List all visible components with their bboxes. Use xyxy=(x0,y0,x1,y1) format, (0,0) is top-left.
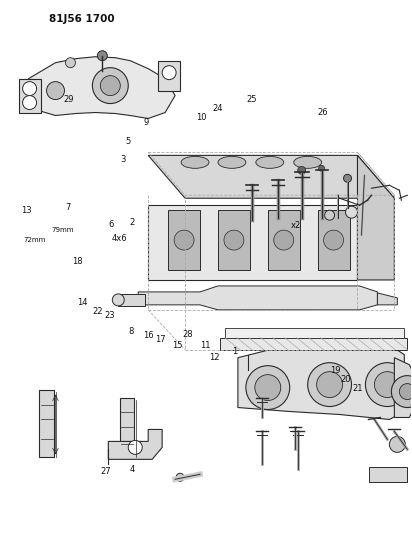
Text: 15: 15 xyxy=(172,341,183,350)
Circle shape xyxy=(325,210,335,220)
Text: 5: 5 xyxy=(125,137,131,146)
Polygon shape xyxy=(394,358,412,417)
Circle shape xyxy=(308,362,351,407)
Circle shape xyxy=(176,473,184,481)
Polygon shape xyxy=(148,156,394,198)
Text: 17: 17 xyxy=(155,335,166,344)
Text: 18: 18 xyxy=(73,257,83,265)
Text: 10: 10 xyxy=(196,114,206,122)
Circle shape xyxy=(92,68,128,103)
Circle shape xyxy=(365,362,409,407)
Bar xyxy=(120,398,134,457)
Text: 28: 28 xyxy=(182,330,193,339)
Circle shape xyxy=(318,165,325,171)
Text: 16: 16 xyxy=(143,331,154,340)
Ellipse shape xyxy=(218,156,246,168)
Text: 20: 20 xyxy=(340,375,351,384)
Text: 24: 24 xyxy=(212,104,223,112)
Text: 22: 22 xyxy=(92,306,103,316)
Circle shape xyxy=(66,58,75,68)
Polygon shape xyxy=(118,294,145,306)
Bar xyxy=(39,390,54,457)
Ellipse shape xyxy=(294,156,322,168)
Ellipse shape xyxy=(256,156,284,168)
Text: 23: 23 xyxy=(104,311,115,320)
Polygon shape xyxy=(220,338,407,350)
Polygon shape xyxy=(19,79,40,112)
Text: 12: 12 xyxy=(209,353,220,362)
Ellipse shape xyxy=(181,156,209,168)
Polygon shape xyxy=(318,210,349,270)
Text: 13: 13 xyxy=(21,206,31,215)
Circle shape xyxy=(101,76,120,95)
Circle shape xyxy=(399,384,412,400)
Text: 19: 19 xyxy=(330,366,341,375)
Circle shape xyxy=(162,66,176,79)
Text: 72mm: 72mm xyxy=(23,237,46,243)
Text: 27: 27 xyxy=(100,466,111,475)
Circle shape xyxy=(298,166,306,174)
Circle shape xyxy=(389,437,405,453)
Polygon shape xyxy=(268,210,300,270)
Circle shape xyxy=(323,230,344,250)
Polygon shape xyxy=(108,430,162,459)
Text: 81J56 1700: 81J56 1700 xyxy=(49,14,114,24)
Text: 1: 1 xyxy=(232,347,237,356)
Circle shape xyxy=(246,366,290,409)
Circle shape xyxy=(224,230,244,250)
Polygon shape xyxy=(148,205,358,280)
Bar xyxy=(370,467,407,482)
Circle shape xyxy=(375,372,400,398)
Polygon shape xyxy=(377,293,397,305)
Circle shape xyxy=(112,294,124,306)
Circle shape xyxy=(274,230,294,250)
Circle shape xyxy=(97,51,108,61)
Text: 3: 3 xyxy=(120,155,126,164)
Polygon shape xyxy=(238,340,404,419)
Text: 79mm: 79mm xyxy=(52,228,74,233)
Circle shape xyxy=(47,82,65,100)
Text: x2: x2 xyxy=(291,221,302,230)
Text: 4x6: 4x6 xyxy=(111,235,127,244)
Polygon shape xyxy=(158,61,180,91)
Circle shape xyxy=(391,376,412,408)
Text: 4: 4 xyxy=(129,465,135,474)
Polygon shape xyxy=(138,286,377,310)
Circle shape xyxy=(23,82,37,95)
Text: 11: 11 xyxy=(200,341,211,350)
Circle shape xyxy=(344,174,351,182)
Text: 21: 21 xyxy=(353,384,363,393)
Text: 9: 9 xyxy=(144,117,149,126)
Circle shape xyxy=(317,372,342,398)
Circle shape xyxy=(255,375,281,400)
Polygon shape xyxy=(168,210,200,270)
Polygon shape xyxy=(28,56,175,118)
Text: 29: 29 xyxy=(63,95,74,104)
Text: 6: 6 xyxy=(108,220,113,229)
Circle shape xyxy=(23,95,37,109)
Polygon shape xyxy=(218,210,250,270)
Text: 25: 25 xyxy=(247,95,257,104)
Text: 26: 26 xyxy=(318,108,328,117)
Text: 2: 2 xyxy=(129,219,135,228)
Polygon shape xyxy=(358,156,394,280)
Polygon shape xyxy=(225,328,404,338)
Circle shape xyxy=(174,230,194,250)
Text: 7: 7 xyxy=(66,203,71,212)
Circle shape xyxy=(346,206,358,218)
Circle shape xyxy=(128,440,142,454)
Text: 8: 8 xyxy=(129,327,134,336)
Text: 14: 14 xyxy=(77,298,88,307)
